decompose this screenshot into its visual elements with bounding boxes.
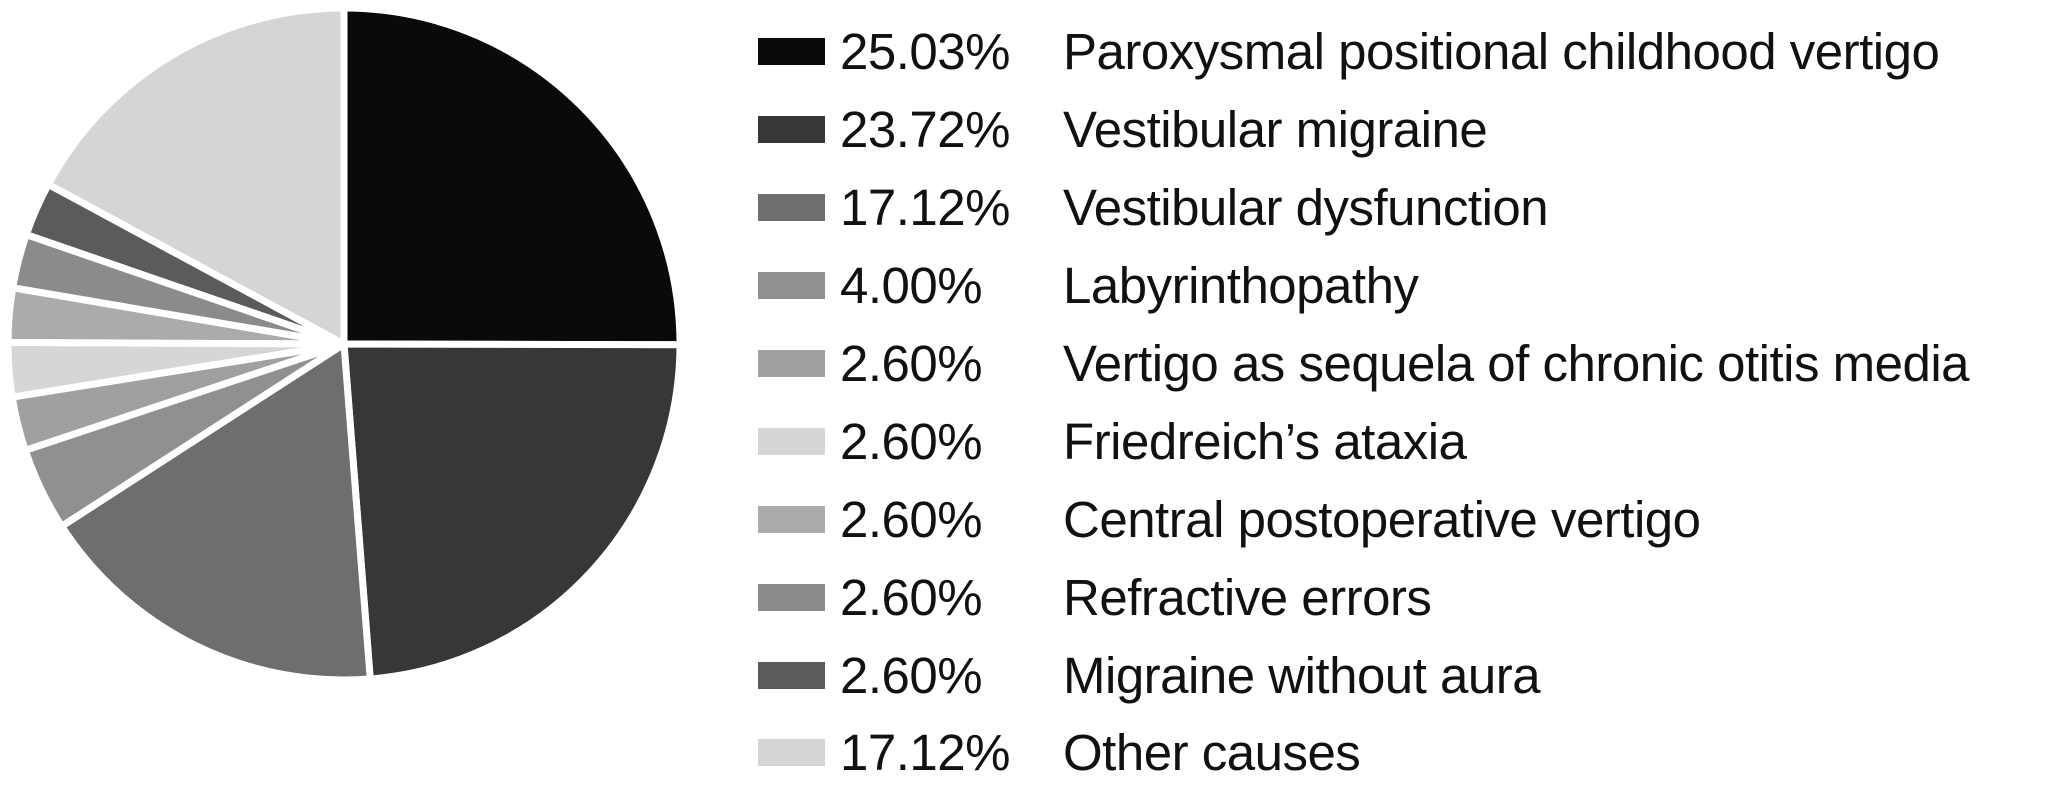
legend-color-swatch	[758, 583, 825, 611]
legend-percent: 17.12%	[840, 179, 1010, 237]
legend-label: Central postoperative vertigo	[1063, 490, 1701, 548]
legend-label: Vertigo as sequela of chronic otitis med…	[1063, 335, 1970, 392]
legend-label: Other causes	[1063, 724, 1361, 782]
legend: 25.03% Paroxysmal positional childhood v…	[758, 13, 1970, 792]
pie-slice-2	[340, 340, 684, 683]
legend-color-swatch	[758, 427, 825, 455]
legend-color-swatch	[758, 661, 825, 689]
legend-percent: 2.60%	[840, 568, 983, 626]
legend-label: Labyrinthopathy	[1063, 257, 1419, 315]
legend-label: Refractive errors	[1063, 568, 1432, 626]
legend-item: 23.72% Vestibular migraine	[758, 91, 1969, 169]
legend-percent: 2.60%	[840, 335, 983, 392]
legend-color-swatch	[758, 505, 825, 533]
legend-color-swatch	[758, 116, 825, 144]
legend-color-swatch	[758, 350, 825, 377]
legend-color-swatch	[758, 194, 825, 222]
legend-item: 4.00% Labyrinthopathy	[758, 247, 1969, 325]
legend-item: 2.60% Migraine without aura	[758, 636, 1969, 714]
pie-chart	[4, 4, 684, 684]
legend-percent: 2.60%	[840, 646, 983, 704]
legend-label: Vestibular migraine	[1063, 101, 1488, 159]
legend-item: 17.12% Vestibular dysfunction	[758, 169, 1969, 247]
legend-label: Paroxysmal positional childhood vertigo	[1063, 23, 1940, 81]
legend-label: Vestibular dysfunction	[1063, 179, 1549, 237]
pie-slice-10	[43, 4, 348, 350]
legend-percent: 17.12%	[840, 724, 1010, 782]
legend-percent: 2.60%	[840, 490, 983, 548]
legend-color-swatch	[758, 272, 825, 300]
legend-percent: 23.72%	[840, 101, 1010, 159]
pie-slice-3	[56, 337, 375, 684]
legend-item: 17.12% Other causes	[758, 714, 1969, 792]
legend-label: Migraine without aura	[1063, 646, 1541, 704]
legend-item: 25.03% Paroxysmal positional childhood v…	[758, 13, 1969, 91]
legend-item: 2.60% Refractive errors	[758, 558, 1969, 636]
legend-color-swatch	[758, 38, 825, 66]
legend-percent: 2.60%	[840, 412, 983, 470]
pie-chart-svg	[4, 4, 684, 684]
legend-percent: 25.03%	[840, 23, 1010, 81]
legend-label: Friedreich’s ataxia	[1063, 412, 1467, 470]
legend-percent: 4.00%	[840, 257, 983, 315]
legend-item: 2.60% Central postoperative vertigo	[758, 480, 1969, 558]
pie-slice-1	[340, 4, 684, 349]
legend-item: 2.60% Friedreich’s ataxia	[758, 402, 1969, 480]
legend-color-swatch	[758, 739, 825, 767]
legend-item: 2.60% Vertigo as sequela of chronic otit…	[758, 325, 1970, 403]
